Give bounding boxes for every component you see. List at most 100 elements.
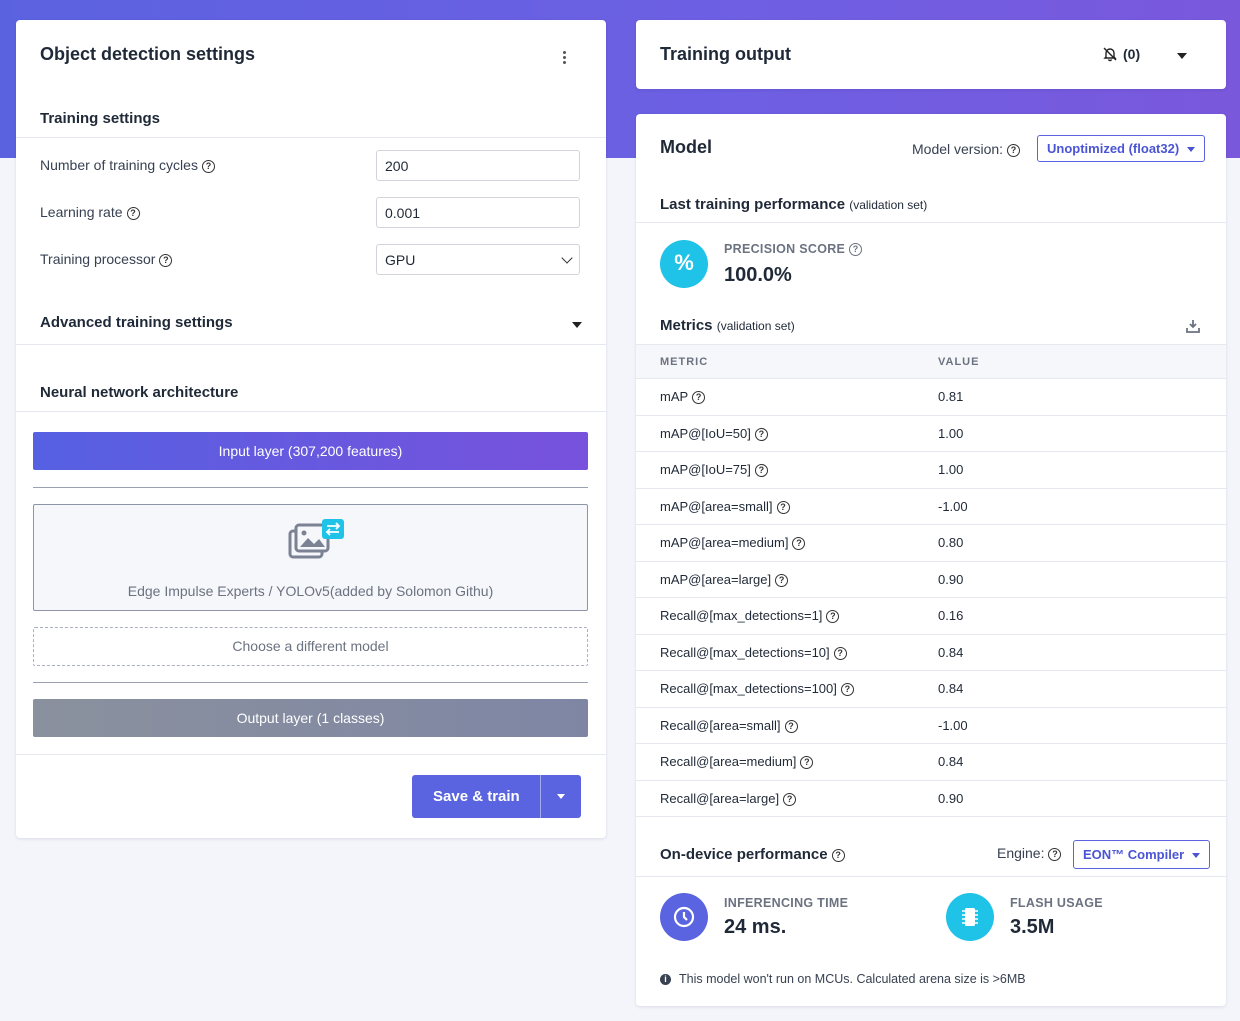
help-icon[interactable]: ? — [754, 427, 768, 441]
help-icon[interactable]: ? — [159, 253, 173, 267]
learning-rate-input[interactable]: 0.001 — [376, 197, 580, 228]
choose-model-button[interactable]: Choose a different model — [33, 627, 588, 666]
help-icon[interactable]: ? — [831, 848, 845, 862]
engine-dropdown[interactable]: EON™ Compiler — [1073, 840, 1211, 869]
metric-name: mAP@[area=medium]? — [636, 524, 938, 562]
metric-row: Recall@[max_detections=10]? 0.84 — [636, 634, 1226, 671]
caret-down-icon[interactable] — [1177, 53, 1187, 59]
model-title: Model — [660, 137, 712, 157]
save-train-label: Save & train — [433, 788, 520, 805]
help-icon[interactable]: ? — [840, 683, 854, 697]
percent-icon: % — [660, 240, 708, 288]
help-icon[interactable]: ? — [783, 792, 797, 806]
on-device-heading: On-device performance? — [660, 846, 845, 863]
help-icon[interactable]: ? — [692, 391, 706, 405]
help-icon[interactable]: ? — [126, 206, 140, 220]
output-layer[interactable]: Output layer (1 classes) — [33, 699, 588, 737]
caret-down-icon[interactable] — [572, 322, 582, 328]
help-icon[interactable]: ? — [754, 464, 768, 478]
help-icon[interactable]: ? — [800, 756, 814, 770]
last-training-performance-heading: Last training performance (validation se… — [660, 196, 928, 213]
training-processor-label: Training processor? — [40, 251, 173, 267]
metric-value: 1.00 — [938, 415, 1226, 452]
metric-row: mAP@[area=large]? 0.90 — [636, 561, 1226, 598]
caret-down-icon — [1187, 147, 1196, 153]
notification-count: (0) — [1123, 46, 1141, 62]
metric-name: Recall@[area=large]? — [636, 780, 938, 817]
metrics-heading: Metrics (validation set) — [660, 317, 795, 334]
download-icon[interactable] — [1186, 319, 1200, 333]
metric-value: 0.84 — [938, 634, 1226, 671]
help-icon[interactable]: ? — [1007, 143, 1021, 157]
model-name: Edge Impulse Experts / YOLOv5(added by S… — [127, 583, 494, 599]
metric-value: 0.84 — [938, 743, 1226, 781]
training-cycles-input[interactable]: 200 — [376, 150, 580, 181]
divider — [636, 222, 1226, 223]
training-output-title: Training output — [660, 44, 791, 64]
metric-name: mAP@[IoU=50]? — [636, 415, 938, 452]
kebab-menu-icon[interactable] — [562, 50, 568, 66]
metric-value: 0.90 — [938, 561, 1226, 598]
flash-usage-value: 3.5M — [1010, 916, 1055, 938]
button-divider — [540, 775, 541, 818]
caret-down-icon — [1192, 853, 1201, 859]
metric-value: 0.90 — [938, 780, 1226, 817]
divider — [16, 411, 606, 412]
training-cycles-label: Number of training cycles? — [40, 157, 215, 173]
divider — [16, 754, 606, 755]
model-version-label: Model version:? — [912, 141, 1021, 157]
help-icon[interactable]: ? — [833, 646, 847, 660]
chip-icon — [946, 893, 994, 941]
info-icon: i — [660, 974, 671, 986]
model-version-dropdown[interactable]: Unoptimized (float32) — [1037, 135, 1206, 162]
metric-name: mAP@[IoU=75]? — [636, 451, 938, 489]
training-settings-heading: Training settings — [40, 110, 161, 127]
divider — [16, 344, 606, 345]
metric-name: Recall@[max_detections=100]? — [636, 670, 938, 708]
card-title: Object detection settings — [40, 44, 256, 64]
advanced-settings-toggle[interactable]: Advanced training settings — [40, 314, 233, 331]
learning-rate-label: Learning rate? — [40, 204, 140, 220]
metrics-header-row: METRIC VALUE — [636, 344, 1226, 379]
metric-row: Recall@[area=medium]? 0.84 — [636, 743, 1226, 781]
inferencing-time-value: 24 ms. — [724, 916, 787, 938]
metric-value: 1.00 — [938, 451, 1226, 489]
metric-name: Recall@[max_detections=10]? — [636, 634, 938, 671]
clock-icon — [660, 893, 708, 941]
metric-value: 0.84 — [938, 670, 1226, 708]
save-train-button[interactable]: Save & train — [412, 775, 581, 818]
metric-name: mAP@[area=large]? — [636, 561, 938, 598]
layer-connector — [33, 682, 588, 683]
help-icon[interactable]: ? — [849, 243, 863, 257]
object-detection-settings-card: Object detection settings Training setti… — [16, 20, 606, 838]
metric-row: mAP@[area=medium]? 0.80 — [636, 524, 1226, 562]
bell-off-icon[interactable] — [1102, 46, 1118, 62]
help-icon[interactable]: ? — [792, 537, 806, 551]
metric-name: mAP@[area=small]? — [636, 488, 938, 525]
col-value: VALUE — [938, 344, 1226, 379]
training-output-card: Training output (0) — [636, 20, 1226, 89]
metric-row: Recall@[area=small]? -1.00 — [636, 707, 1226, 744]
training-processor-select[interactable]: GPU — [376, 244, 580, 275]
help-icon[interactable]: ? — [1048, 847, 1062, 861]
help-icon[interactable]: ? — [201, 159, 215, 173]
input-layer[interactable]: Input layer (307,200 features) — [33, 432, 588, 470]
image-swap-icon — [288, 519, 346, 563]
split-caret-icon[interactable] — [557, 794, 565, 799]
help-icon[interactable]: ? — [826, 610, 840, 624]
metric-row: mAP? 0.81 — [636, 378, 1226, 416]
metric-row: mAP@[area=small]? -1.00 — [636, 488, 1226, 525]
help-icon[interactable]: ? — [776, 500, 790, 514]
metric-value: 0.16 — [938, 597, 1226, 635]
model-block[interactable]: Edge Impulse Experts / YOLOv5(added by S… — [33, 504, 588, 611]
help-icon[interactable]: ? — [784, 719, 798, 733]
metric-row: mAP@[IoU=50]? 1.00 — [636, 415, 1226, 452]
metric-value: -1.00 — [938, 488, 1226, 525]
precision-score-label: PRECISION SCORE? — [724, 242, 863, 257]
flash-usage-label: FLASH USAGE — [1010, 896, 1103, 910]
chevron-down-icon — [561, 252, 573, 264]
help-icon[interactable]: ? — [775, 573, 789, 587]
inferencing-time-label: INFERENCING TIME — [724, 896, 849, 910]
nn-architecture-heading: Neural network architecture — [40, 384, 239, 401]
metric-row: Recall@[max_detections=100]? 0.84 — [636, 670, 1226, 708]
